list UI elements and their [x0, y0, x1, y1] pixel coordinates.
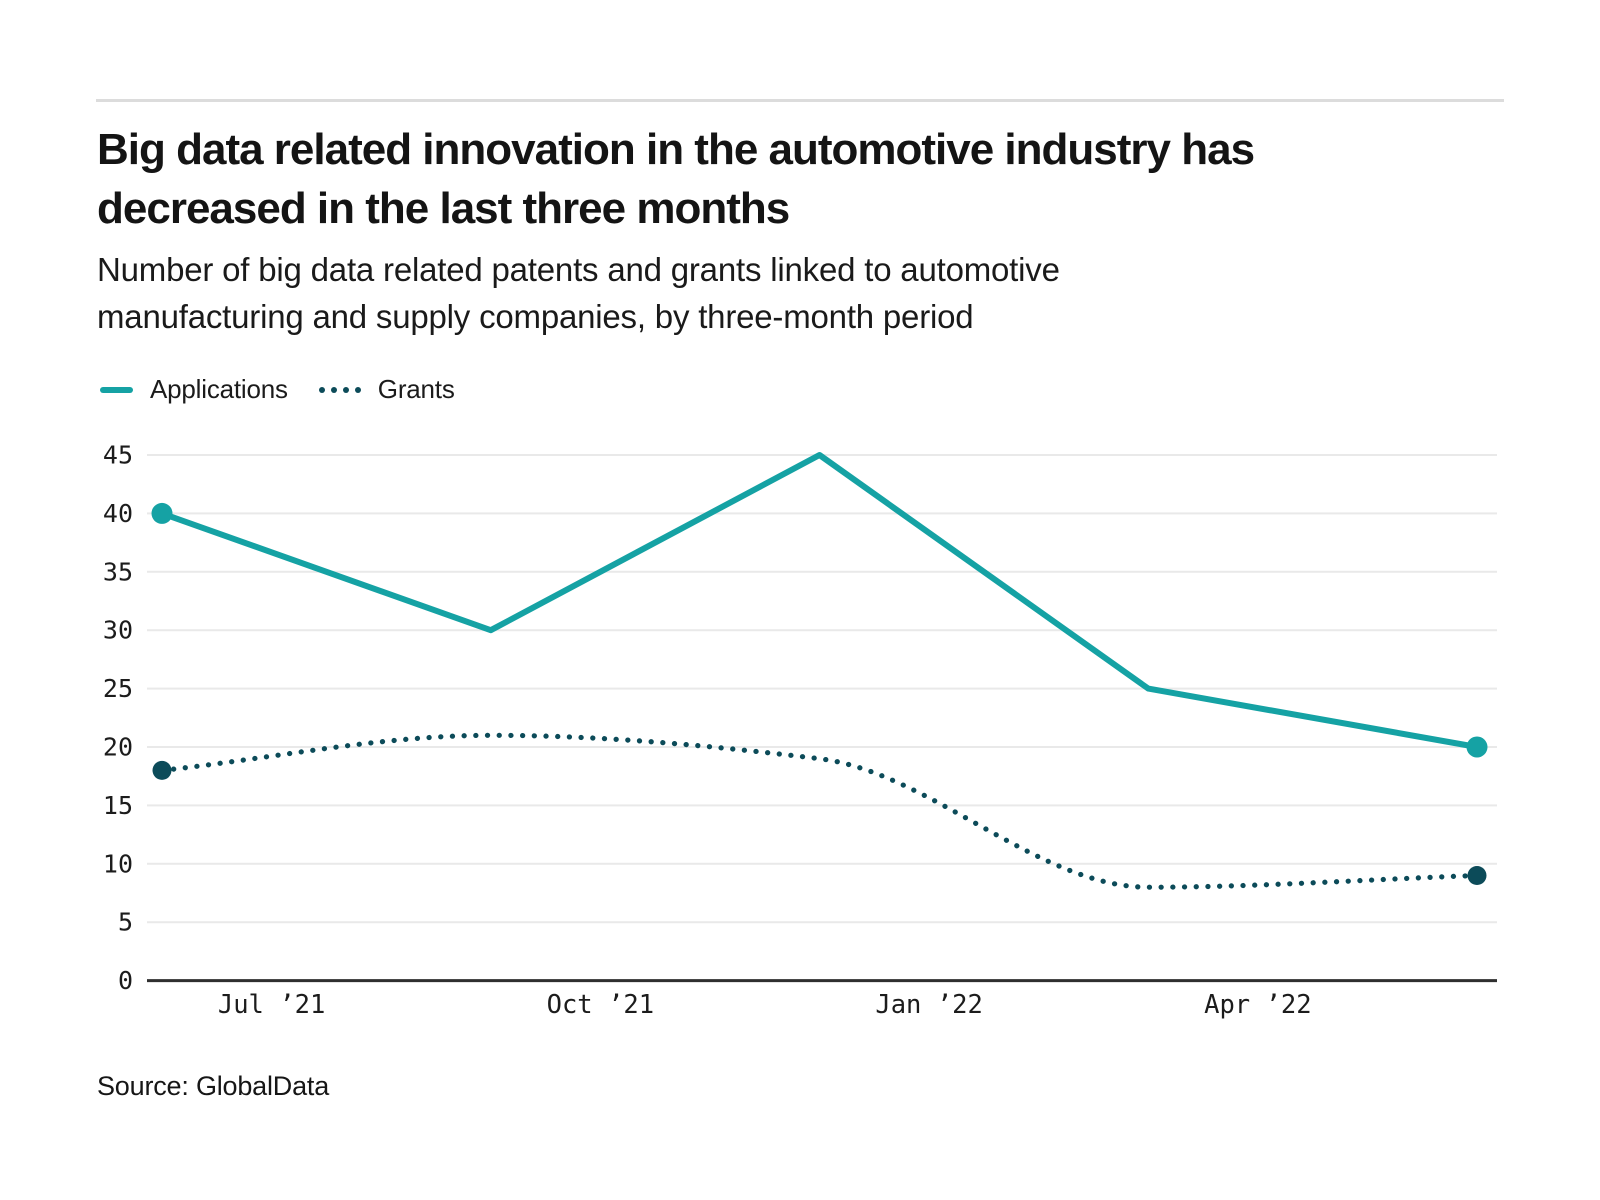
page-subtitle-line-1: Number of big data related patents and g…	[97, 251, 1060, 288]
legend-dot	[330, 386, 337, 393]
legend-grants-label: Grants	[377, 374, 455, 404]
legend-applications-line-swatch	[100, 386, 133, 393]
page-title-line-1: Big data related innovation in the autom…	[97, 125, 1255, 174]
chart-legend: Applications Grants	[100, 374, 455, 405]
y-tick-label: 0	[118, 966, 133, 995]
page-subtitle: Number of big data related patents and g…	[97, 246, 1060, 340]
series-endpoint-marker-grants	[1467, 866, 1487, 885]
y-tick-label: 30	[103, 616, 133, 645]
legend-dot	[318, 386, 325, 393]
series-endpoint-marker-grants	[152, 760, 172, 780]
series-line-applications	[159, 452, 1480, 750]
legend-dot	[342, 386, 349, 393]
x-tick-label: Jul ’21	[218, 990, 325, 1020]
source-note: Source: GlobalData	[97, 1071, 330, 1101]
series-endpoint-marker-applications	[151, 502, 173, 524]
legend-grants-dotted-swatch	[318, 386, 361, 393]
legend-applications-label: Applications	[150, 374, 288, 404]
top-divider	[96, 99, 1504, 102]
y-tick-label: 25	[103, 674, 133, 703]
x-tick-label: Jan ’22	[875, 990, 982, 1020]
page-subtitle-line-2: manufacturing and supply companies, by t…	[97, 298, 974, 335]
y-tick-label: 15	[103, 791, 133, 820]
y-tick-label: 20	[103, 733, 133, 762]
legend-dot	[354, 386, 361, 393]
x-tick-label: Oct ’21	[547, 990, 654, 1020]
y-tick-label: 35	[103, 557, 133, 586]
y-tick-label: 40	[103, 499, 133, 528]
x-tick-label: Apr ’22	[1204, 990, 1311, 1020]
y-tick-label: 10	[103, 849, 133, 878]
y-tick-label: 5	[118, 908, 133, 937]
y-tick-label: 45	[103, 441, 133, 470]
page-title: Big data related innovation in the autom…	[97, 120, 1255, 238]
page-title-line-2: decreased in the last three months	[97, 184, 790, 233]
series-endpoint-marker-applications	[1466, 736, 1488, 758]
